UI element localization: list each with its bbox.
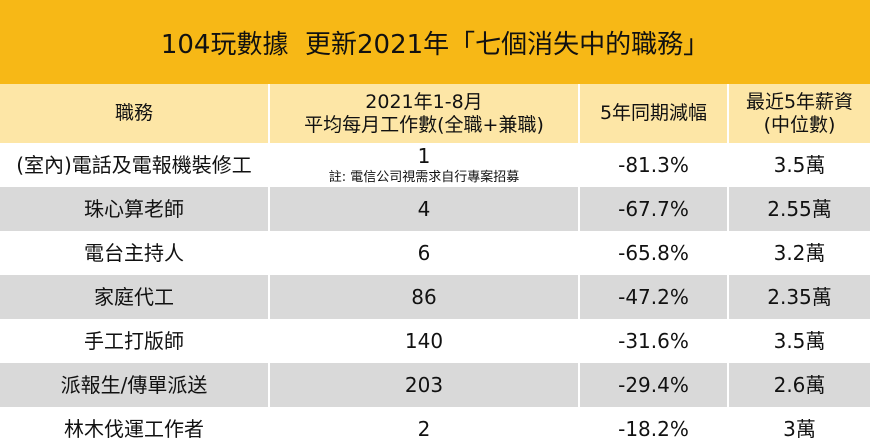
cell: 3.2萬 [727, 231, 870, 275]
note: 註: 電信公司視需求自行專案招募 [328, 170, 520, 186]
cell: -31.6% [578, 319, 727, 363]
cell-text: 林木伐運工作者 [64, 417, 204, 441]
cell-text: 珠心算老師 [84, 197, 184, 221]
cell-text: 6 [417, 241, 431, 265]
cell-text: (室內)電話及電報機裝修工 [16, 153, 252, 177]
cell-text: -67.7% [618, 197, 689, 221]
table-row: 派報生/傳單派送 203 -29.4% 2.6萬 [0, 363, 870, 407]
cell: -29.4% [578, 363, 727, 407]
cell-text: 手工打版師 [84, 329, 184, 353]
title: 104玩數據 更新2021年「七個消失中的職務」 [0, 0, 870, 84]
cell: 3.5萬 [727, 319, 870, 363]
table-row: (室內)電話及電報機裝修工 1 註: 電信公司視需求自行專案招募 -81.3% 3.5萬 [0, 143, 870, 187]
cell: 6 [268, 231, 578, 275]
cell-text: 1 [417, 144, 431, 169]
header-cell: 2021年1-8月 平均每月工作數(全職+兼職) [268, 84, 578, 143]
cell: 140 [268, 319, 578, 363]
cell: 2 [268, 407, 578, 446]
cell: 2.35萬 [727, 275, 870, 319]
cell-text: 電台主持人 [84, 241, 184, 265]
header-cell: 最近5年薪資 (中位數) [727, 84, 870, 143]
cell: 2.55萬 [727, 187, 870, 231]
cell-text: 2 [417, 417, 431, 441]
cell-text: 4 [417, 197, 431, 221]
cell-text: 2.55萬 [767, 197, 832, 221]
cell: 家庭代工 [0, 275, 268, 319]
cell-text: -65.8% [618, 241, 689, 265]
cell-text: -31.6% [618, 329, 689, 353]
cell: 86 [268, 275, 578, 319]
cell: 3.5萬 [727, 143, 870, 187]
table-row: 珠心算老師 4 -67.7% 2.55萬 [0, 187, 870, 231]
cell-text: 2.35萬 [767, 285, 832, 309]
cell: -65.8% [578, 231, 727, 275]
cell: 林木伐運工作者 [0, 407, 268, 446]
header-row: 職務 2021年1-8月 平均每月工作數(全職+兼職) 5年同期減幅 最近5年薪資 (中位… [0, 84, 870, 143]
cell-text: 3萬 [783, 417, 816, 441]
table-row: 家庭代工 86 -47.2% 2.35萬 [0, 275, 870, 319]
cell: 2.6萬 [727, 363, 870, 407]
cell-text: 86 [411, 285, 437, 309]
header-cell: 5年同期減幅 [578, 84, 727, 143]
cell-text: -29.4% [618, 373, 689, 397]
cell-text: -18.2% [618, 417, 689, 441]
header-line: 職務 [114, 102, 153, 125]
header-line: 最近5年薪資 [745, 90, 854, 113]
cell: -47.2% [578, 275, 727, 319]
cell: -81.3% [578, 143, 727, 187]
cell: 4 [268, 187, 578, 231]
cell: 珠心算老師 [0, 187, 268, 231]
table-row: 林木伐運工作者 2 -18.2% 3萬 [0, 407, 870, 446]
header-line: 平均每月工作數(全職+兼職) [304, 113, 544, 136]
cell-text: 3.5萬 [773, 329, 826, 353]
cell-text: 3.2萬 [773, 241, 826, 265]
table-row: 電台主持人 6 -65.8% 3.2萬 [0, 231, 870, 275]
cell: -67.7% [578, 187, 727, 231]
cell: (室內)電話及電報機裝修工 [0, 143, 268, 187]
cell-text: 140 [404, 329, 444, 353]
cell: 手工打版師 [0, 319, 268, 363]
cell-text: 3.5萬 [773, 153, 826, 177]
cell: 203 [268, 363, 578, 407]
cell-text: 派報生/傳單派送 [60, 373, 208, 397]
cell: 3萬 [727, 407, 870, 446]
header-line: 5年同期減幅 [599, 102, 708, 125]
cell-text: -81.3% [618, 153, 689, 177]
cell: 電台主持人 [0, 231, 268, 275]
header-line: 2021年1-8月 [365, 90, 483, 113]
cell: -18.2% [578, 407, 727, 446]
header-cell: 職務 [0, 84, 268, 143]
cell-text: 家庭代工 [94, 285, 174, 309]
cell-text: 203 [404, 373, 444, 397]
cell: 1 註: 電信公司視需求自行專案招募 [268, 143, 578, 187]
table-body: (室內)電話及電報機裝修工 1 註: 電信公司視需求自行專案招募 -81.3% 3.5萬… [0, 143, 870, 446]
table-row: 手工打版師 140 -31.6% 3.5萬 [0, 319, 870, 363]
header-line: (中位數) [763, 113, 836, 136]
cell: 派報生/傳單派送 [0, 363, 268, 407]
cell-text: -47.2% [618, 285, 689, 309]
cell-text: 2.6萬 [773, 373, 826, 397]
